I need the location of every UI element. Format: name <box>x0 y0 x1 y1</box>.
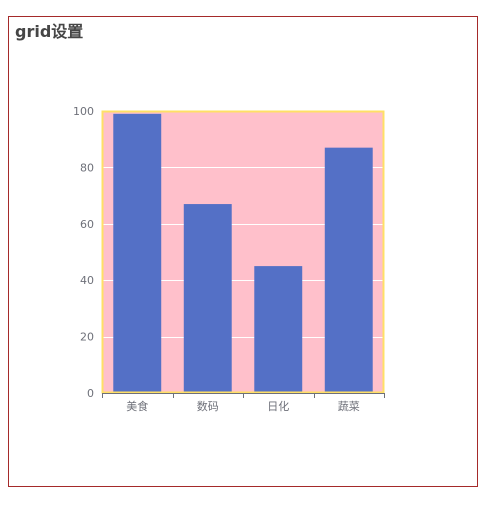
bar-数码 <box>183 204 232 393</box>
y-tick-label: 60 <box>80 218 94 231</box>
x-tick-label: 美食 <box>126 399 148 413</box>
x-tick-label: 蔬菜 <box>338 400 360 413</box>
y-tick-label: 80 <box>80 161 94 174</box>
bar-美食 <box>113 113 162 393</box>
chart-title: grid设置 <box>15 22 84 41</box>
x-axis-labels: 美食 数码 日化 蔬菜 <box>126 399 360 413</box>
x-tick-label: 数码 <box>197 400 219 413</box>
y-tick-label: 20 <box>80 331 94 344</box>
y-tick-label: 40 <box>80 274 94 287</box>
x-axis <box>102 393 385 398</box>
grid-border <box>101 110 385 394</box>
y-tick-label: 100 <box>73 105 94 118</box>
bar-蔬菜 <box>324 147 373 393</box>
y-axis-labels: 0 20 40 60 80 100 <box>73 105 94 400</box>
y-tick-label: 0 <box>87 387 94 400</box>
bar-日化 <box>254 266 303 393</box>
x-tick-label: 日化 <box>267 399 289 413</box>
bars <box>113 113 373 393</box>
